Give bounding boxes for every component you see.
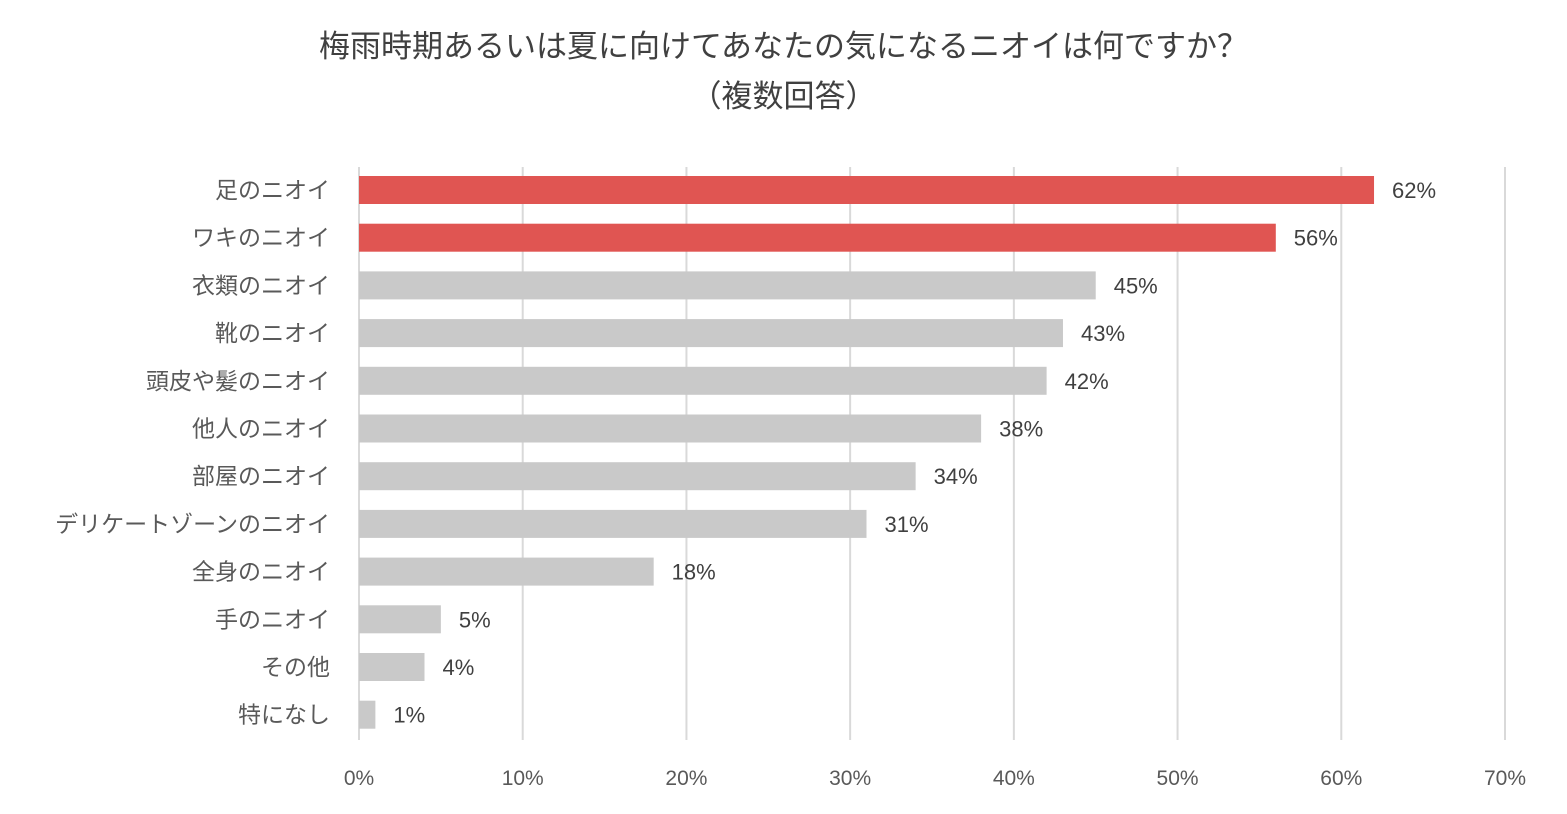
chart-title-line2: （複数回答） <box>690 79 877 115</box>
category-labels: 足のニオイワキのニオイ衣類のニオイ靴のニオイ頭皮や髪のニオイ他人のニオイ部屋のニ… <box>55 178 330 729</box>
chart-title-line1: 梅雨時期あるいは夏に向けてあなたの気になるニオイは何ですか？ <box>318 29 1249 65</box>
bar <box>359 462 916 491</box>
data-label: 31% <box>885 512 929 537</box>
data-label: 38% <box>999 417 1043 442</box>
data-label: 18% <box>672 560 716 585</box>
category-label: 足のニオイ <box>215 178 330 204</box>
category-label: 衣類のニオイ <box>192 273 330 299</box>
gridlines <box>358 167 1506 740</box>
data-label: 56% <box>1294 226 1338 251</box>
value-labels: 62% 56% 45% 43% 42% 38% 34%31% 18% 5% 4% 1% <box>393 178 1436 728</box>
data-label: 43% <box>1081 321 1125 346</box>
data-label: 45% <box>1114 273 1158 298</box>
bar <box>359 366 1047 395</box>
category-label: デリケートゾーンのニオイ <box>55 512 330 538</box>
bar <box>359 509 867 538</box>
bar <box>359 319 1063 348</box>
bar <box>359 653 425 681</box>
data-label: 4% <box>442 655 474 680</box>
bars <box>359 176 1375 729</box>
bar <box>359 176 1375 204</box>
x-tick-label: 30% <box>829 767 871 790</box>
bar <box>359 414 982 443</box>
category-label: 部屋のニオイ <box>192 464 330 490</box>
x-tick-label: 40% <box>993 767 1035 790</box>
category-label: 特になし <box>238 703 330 729</box>
bar <box>359 223 1276 252</box>
x-tick-label: 20% <box>665 767 707 790</box>
bar <box>359 271 1096 300</box>
category-label: ワキのニオイ <box>192 226 330 252</box>
x-axis-tick-labels: 0% 10% 20% 30% 40% 50% 60% 70% <box>344 767 1526 790</box>
category-label: 他人のニオイ <box>192 417 330 443</box>
data-label: 5% <box>459 607 491 632</box>
category-label: 手のニオイ <box>215 607 330 633</box>
data-label: 34% <box>934 464 978 489</box>
data-label: 42% <box>1065 369 1109 394</box>
bar <box>359 557 654 586</box>
category-label: その他 <box>261 655 330 681</box>
x-tick-label: 50% <box>1157 767 1199 790</box>
category-label: 頭皮や髪のニオイ <box>146 369 330 395</box>
data-label: 62% <box>1392 178 1436 203</box>
bar <box>359 605 441 634</box>
x-tick-label: 60% <box>1320 767 1362 790</box>
x-tick-label: 70% <box>1484 767 1526 790</box>
bar <box>359 700 376 729</box>
x-tick-label: 0% <box>344 767 374 790</box>
x-tick-label: 10% <box>502 767 544 790</box>
category-label: 靴のニオイ <box>215 321 330 347</box>
category-label: 全身のニオイ <box>192 560 330 586</box>
chart-title: 梅雨時期あるいは夏に向けてあなたの気になるニオイは何ですか？ （複数回答） <box>0 22 1567 122</box>
data-label: 1% <box>393 703 425 728</box>
